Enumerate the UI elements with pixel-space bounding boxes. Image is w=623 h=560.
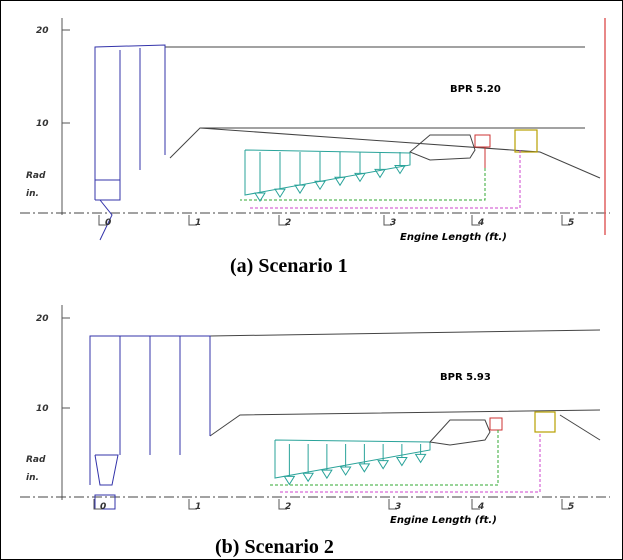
shaft [250,150,521,209]
combustor [429,419,491,446]
x-tick [471,215,480,226]
panel-a: 20 10 Rad in. BPR 5.20 Engine Length (ft… [20,18,610,277]
y-tick-label: 20 [36,26,49,36]
fan [94,44,166,200]
bpr: BPR 5.93 [440,372,491,383]
compressor-disk [294,184,306,195]
panel-b: 20 10 Rad in. BPR 5.93 Engine Length (ft… [20,305,610,558]
x-tick [278,499,287,510]
compressor-disk [374,168,386,179]
hp-turbine [489,417,503,431]
x-tick-label: 4 [477,218,484,228]
x-tick [383,215,392,226]
x-tick-label: 4 [477,502,484,512]
x-label: Engine Length (ft.) [400,232,507,243]
nacelle [209,329,601,337]
compressor-disk [394,164,406,175]
hp-turbine [474,134,491,148]
compressor-disk [395,457,408,467]
x-tick [188,499,197,510]
y-label: Rad [26,171,46,181]
hub [94,454,119,486]
core-line [559,414,601,441]
compressor-disk [320,469,333,480]
caption: (a) Scenario 1 [230,255,348,277]
x-tick-label: 3 [395,502,401,512]
combustor [409,134,476,161]
shaft [270,430,499,486]
x-tick-label: 0 [105,218,111,228]
compressor-disk [414,453,427,464]
core-cowl [169,127,585,159]
caption: (b) Scenario 2 [215,536,334,558]
shaft [280,432,541,493]
compressor-disk [274,188,286,199]
compressor-disk [377,460,390,470]
compressor-disk [358,463,371,473]
shaft [240,168,486,201]
x-tick [388,499,397,510]
y-tick-label: 20 [36,314,49,324]
hub [99,199,113,241]
hub [94,494,116,510]
y-label: Rad [26,455,46,465]
hub [95,179,121,201]
compressor-disk [354,172,366,183]
lp-turbine [534,411,556,433]
x-tick [561,499,570,510]
y-tick-label: 10 [36,404,49,414]
compressor-disk [334,176,346,187]
compressor [244,149,411,196]
x-tick-label: 2 [285,218,291,228]
x-tick-label: 1 [195,218,201,228]
x-tick [471,499,480,510]
core-cowl [209,409,601,437]
lp-turbine [514,129,538,153]
x-tick [93,499,102,510]
x-tick-label: 0 [100,502,106,512]
x-tick [278,215,287,226]
x-tick-label: 5 [568,218,574,228]
y-label: in. [26,189,39,199]
x-tick-label: 1 [195,502,201,512]
compressor-disk [283,475,296,486]
bpr: BPR 5.20 [450,84,501,95]
compressor [274,439,431,479]
compressor-disk [254,192,266,202]
x-tick-label: 2 [285,502,291,512]
compressor-disk [314,180,326,191]
y-tick-label: 10 [36,119,49,129]
x-tick [188,215,197,226]
y-label: in. [26,473,39,483]
x-tick [561,215,570,226]
core-line [199,127,601,179]
compressor-disk [339,466,352,476]
x-tick-label: 5 [568,502,574,512]
compressor-disk [302,472,315,483]
x-tick-label: 3 [390,218,396,228]
x-label: Engine Length (ft.) [390,515,497,526]
x-tick [98,215,107,226]
